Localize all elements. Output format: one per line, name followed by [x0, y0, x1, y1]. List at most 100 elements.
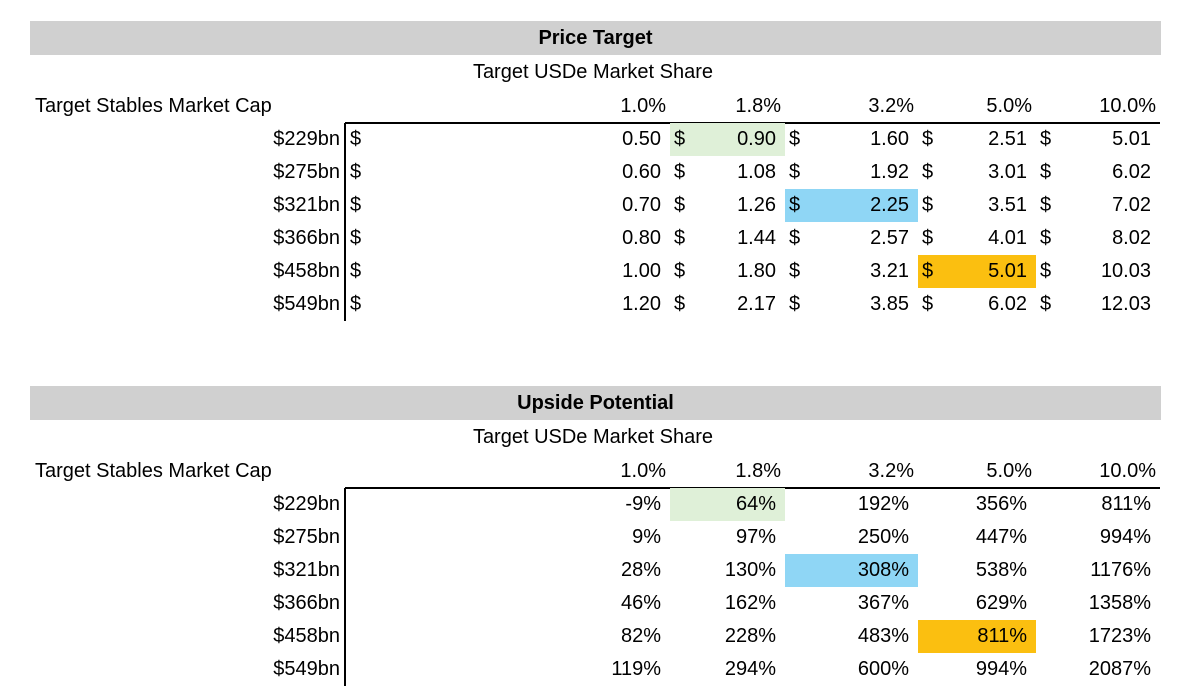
row-label: $321bn	[273, 194, 340, 216]
table-cell: 82%	[620, 625, 661, 647]
row-label: $321bn	[273, 559, 340, 581]
currency-symbol: $	[789, 194, 801, 216]
currency-symbol: $	[922, 227, 934, 249]
column-header: 1.8%	[735, 95, 781, 117]
table-cell: 1.44	[737, 227, 776, 249]
column-header: 5.0%	[986, 95, 1032, 117]
table-cell: 28%	[620, 559, 661, 581]
table-cell: 1.92	[870, 161, 909, 183]
highlight-cell	[670, 488, 785, 521]
currency-symbol: $	[789, 128, 801, 150]
row-label: $458bn	[273, 260, 340, 282]
table-cell: 0.60	[622, 161, 661, 183]
table-cell: 8.02	[1112, 227, 1151, 249]
table-cell: 192%	[857, 493, 909, 515]
table-cell: 483%	[857, 625, 909, 647]
currency-symbol: $	[922, 260, 934, 282]
highlight-cell	[918, 620, 1036, 653]
currency-symbol: $	[674, 128, 686, 150]
table-cell: 10.03	[1100, 260, 1151, 282]
column-header: 1.0%	[620, 460, 666, 482]
currency-symbol: $	[922, 161, 934, 183]
table-cell: 5.01	[988, 260, 1027, 282]
table-cell: 97%	[735, 526, 776, 548]
price-target-title: Price Target	[30, 21, 1161, 55]
table-cell: 994%	[975, 658, 1027, 680]
column-header: 10.0%	[1099, 95, 1156, 117]
row-label: $366bn	[273, 592, 340, 614]
currency-symbol: $	[1040, 227, 1052, 249]
table-cell: 9%	[632, 526, 661, 548]
table-cell: 538%	[975, 559, 1027, 581]
currency-symbol: $	[789, 260, 801, 282]
currency-symbol: $	[350, 128, 362, 150]
table-cell: 2.51	[988, 128, 1027, 150]
table-cell: 1.08	[737, 161, 776, 183]
currency-symbol: $	[350, 293, 362, 315]
row-label: $229bn	[273, 493, 340, 515]
highlight-cell	[785, 554, 918, 587]
column-header: 10.0%	[1099, 460, 1156, 482]
highlight-cell	[785, 189, 918, 222]
table-cell: 447%	[975, 526, 1027, 548]
table-cell: 1723%	[1088, 625, 1151, 647]
table-cell: 4.01	[988, 227, 1027, 249]
table-cell: 2.17	[737, 293, 776, 315]
table-cell: 162%	[724, 592, 776, 614]
row-label: $458bn	[273, 625, 340, 647]
table-cell: 811%	[977, 625, 1027, 647]
table-cell: 367%	[857, 592, 909, 614]
table-cell: 294%	[724, 658, 776, 680]
table-cell: 2.25	[870, 194, 909, 216]
currency-symbol: $	[674, 161, 686, 183]
table-cell: 119%	[611, 658, 661, 680]
column-header: 5.0%	[986, 460, 1032, 482]
table-cell: 1.26	[737, 194, 776, 216]
table-cell: 5.01	[1112, 128, 1151, 150]
highlight-cell	[670, 123, 785, 156]
table-cell: 228%	[724, 625, 776, 647]
currency-symbol: $	[1040, 194, 1052, 216]
table-cell: 6.02	[1112, 161, 1151, 183]
table-cell: 1.20	[622, 293, 661, 315]
table-cell: 811%	[1101, 493, 1151, 515]
column-header: 3.2%	[868, 95, 914, 117]
table-cell: 1176%	[1090, 559, 1151, 581]
currency-symbol: $	[1040, 293, 1052, 315]
table-cell: 1358%	[1088, 592, 1151, 614]
table-cell: 994%	[1099, 526, 1151, 548]
row-label: $549bn	[273, 293, 340, 315]
currency-symbol: $	[350, 227, 362, 249]
row-label: $275bn	[273, 161, 340, 183]
currency-symbol: $	[350, 260, 362, 282]
table-cell: 629%	[975, 592, 1027, 614]
currency-symbol: $	[674, 194, 686, 216]
table-cell: 356%	[975, 493, 1027, 515]
table-cell: 7.02	[1112, 194, 1151, 216]
currency-symbol: $	[922, 194, 934, 216]
row-label: $366bn	[273, 227, 340, 249]
column-header: 3.2%	[868, 460, 914, 482]
table-cell: 6.02	[988, 293, 1027, 315]
currency-symbol: $	[1040, 260, 1052, 282]
table-cell: 0.80	[622, 227, 661, 249]
table-cell: 600%	[857, 658, 909, 680]
upside-potential-title: Upside Potential	[30, 386, 1161, 420]
table-cell: -9%	[625, 493, 661, 515]
price-target-row-group-label: Target Stables Market Cap	[35, 95, 272, 117]
currency-symbol: $	[789, 161, 801, 183]
currency-symbol: $	[674, 293, 686, 315]
table-cell: 1.80	[737, 260, 776, 282]
row-label: $229bn	[273, 128, 340, 150]
price-target-col-group-label: Target USDe Market Share	[472, 61, 714, 83]
table-cell: 1.60	[870, 128, 909, 150]
currency-symbol: $	[674, 227, 686, 249]
table-cell: 250%	[857, 526, 909, 548]
table-cell: 0.90	[737, 128, 776, 150]
table-cell: 3.01	[988, 161, 1027, 183]
table-left-border	[344, 488, 346, 686]
table-cell: 12.03	[1100, 293, 1151, 315]
table-cell: 308%	[857, 559, 909, 581]
currency-symbol: $	[350, 194, 362, 216]
table-left-border	[344, 123, 346, 321]
